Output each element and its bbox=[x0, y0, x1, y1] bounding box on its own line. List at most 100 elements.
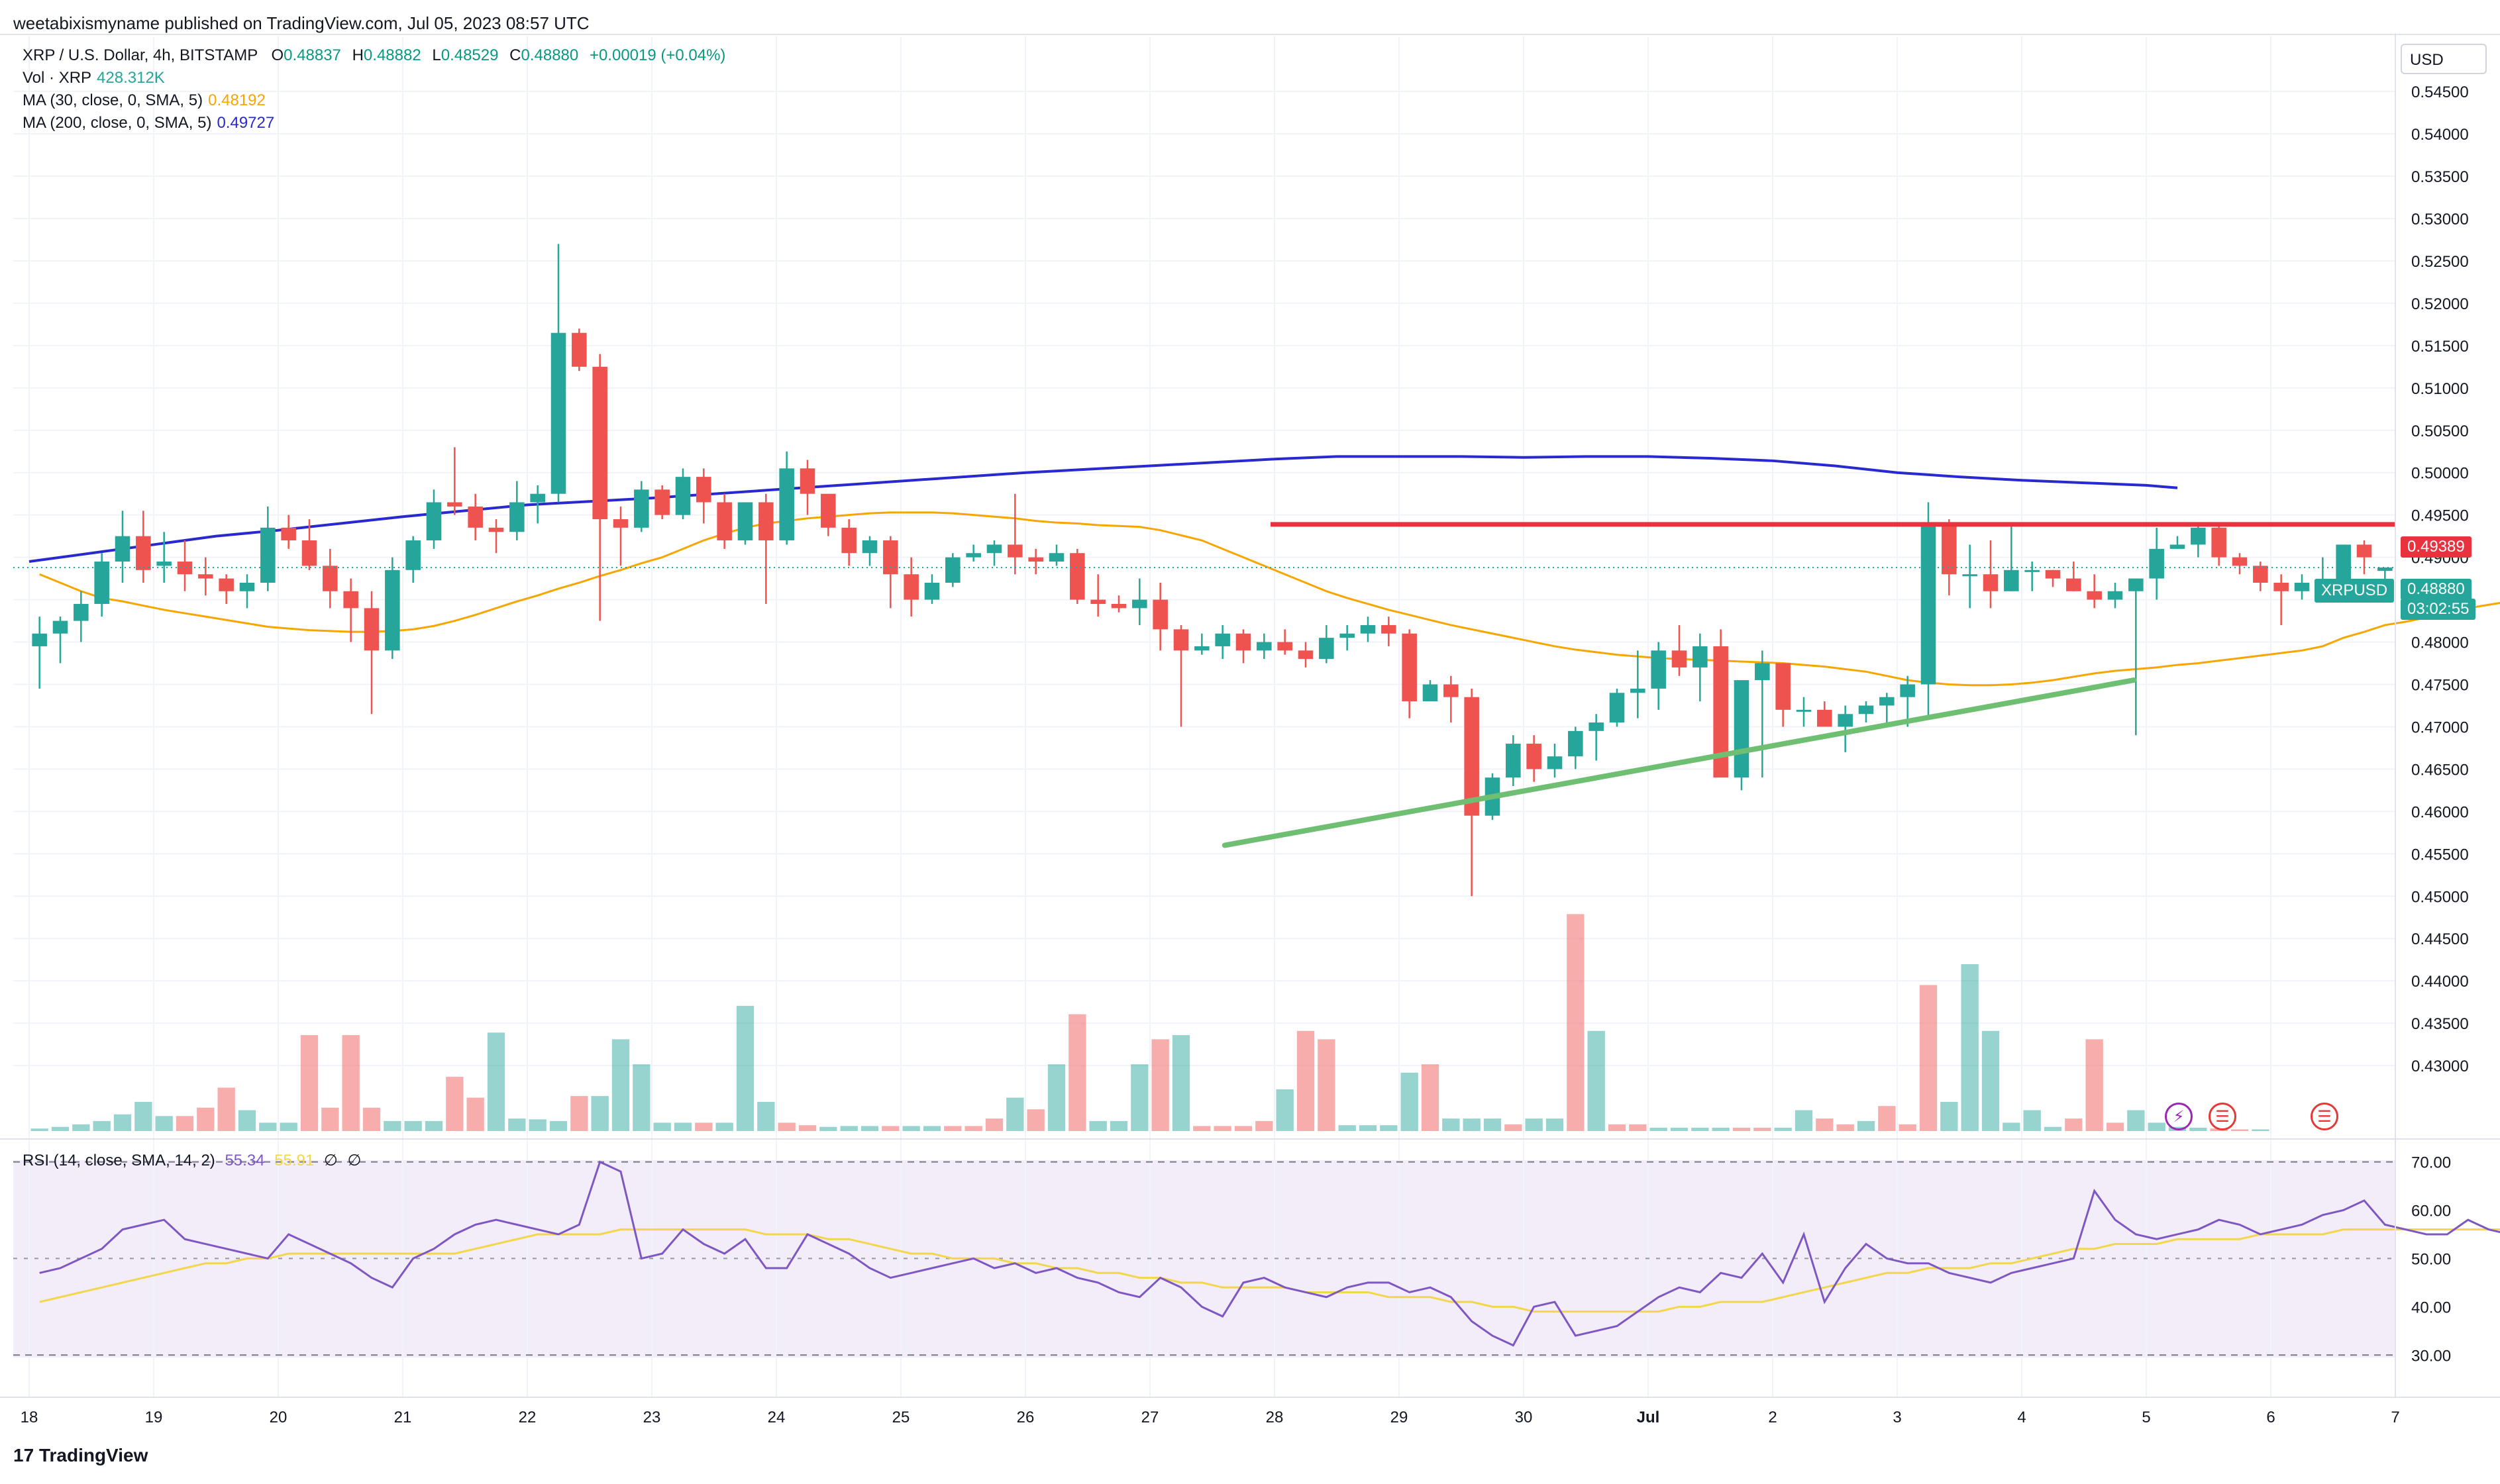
candle bbox=[281, 515, 296, 549]
candle bbox=[841, 519, 857, 566]
candle-body bbox=[945, 557, 961, 583]
candle-body bbox=[2004, 569, 2019, 591]
candle bbox=[2356, 540, 2372, 575]
volume-bar bbox=[217, 1087, 235, 1131]
volume-bar bbox=[778, 1122, 796, 1131]
logo-text: TradingView bbox=[38, 1445, 148, 1465]
volume-bar bbox=[1836, 1124, 1854, 1131]
candle bbox=[2149, 527, 2164, 600]
candle-body bbox=[2149, 548, 2164, 579]
volume-bar bbox=[1629, 1124, 1647, 1131]
candle bbox=[1111, 595, 1127, 613]
candle-body bbox=[1796, 709, 1812, 712]
tradingview-logo[interactable]: 17 TradingView bbox=[13, 1445, 148, 1466]
volume-bar bbox=[840, 1126, 858, 1131]
candle-body bbox=[1443, 684, 1459, 697]
candle-body bbox=[2045, 569, 2061, 579]
candle bbox=[239, 574, 255, 609]
candle-body bbox=[1547, 756, 1563, 769]
volume-bar bbox=[570, 1096, 588, 1131]
volume-bar bbox=[1047, 1064, 1066, 1131]
candle-body bbox=[32, 633, 47, 646]
time-tick-label: 3 bbox=[1893, 1409, 1901, 1426]
volume-bar bbox=[1567, 914, 1585, 1131]
candle bbox=[1858, 701, 1874, 723]
candle bbox=[1443, 675, 1459, 723]
volume-bar bbox=[404, 1120, 422, 1131]
candle-body bbox=[426, 502, 442, 541]
time-tick-label: 19 bbox=[145, 1409, 163, 1426]
candle-body bbox=[1049, 553, 1065, 562]
candle bbox=[52, 617, 68, 664]
rsi-ma-value: 55.91 bbox=[274, 1152, 315, 1169]
volume-bar bbox=[2127, 1110, 2145, 1131]
volume-bar bbox=[2189, 1127, 2207, 1131]
candle-body bbox=[1070, 553, 1085, 600]
candle bbox=[1693, 633, 1708, 702]
candle bbox=[1319, 624, 1334, 664]
candle-body bbox=[198, 574, 213, 579]
volume-bar bbox=[259, 1122, 277, 1131]
volume-bar bbox=[508, 1118, 526, 1131]
symbol-title: XRP / U.S. Dollar, 4h, BITSTAMP bbox=[23, 46, 258, 64]
candle-body bbox=[530, 493, 545, 503]
volume-bar bbox=[425, 1120, 443, 1131]
logo-mark-icon: 17 bbox=[13, 1445, 34, 1465]
volume-bar bbox=[1919, 985, 1938, 1131]
candle bbox=[1630, 650, 1645, 718]
candle-body bbox=[2356, 544, 2372, 558]
us-flag-icon[interactable]: ☰ bbox=[2209, 1103, 2236, 1130]
volume-bar bbox=[1276, 1089, 1294, 1131]
candle-body bbox=[1734, 680, 1749, 778]
volume-bar bbox=[51, 1126, 70, 1131]
candle-body bbox=[1962, 574, 1977, 577]
ohlc-high-label: H bbox=[352, 46, 364, 64]
candle-body bbox=[883, 540, 898, 575]
volume-bar bbox=[1006, 1097, 1024, 1131]
candle-body bbox=[696, 477, 711, 503]
candle bbox=[1589, 714, 1604, 761]
time-tick-label: 24 bbox=[768, 1409, 786, 1426]
support-trendline bbox=[1222, 677, 2137, 848]
time-tick-label: Jul bbox=[1637, 1409, 1660, 1426]
candle bbox=[572, 328, 587, 371]
candle-body bbox=[1920, 523, 1936, 685]
candle-body bbox=[613, 519, 629, 528]
time-tick-label: 29 bbox=[1390, 1409, 1408, 1426]
volume-bar bbox=[280, 1122, 297, 1131]
candle-body bbox=[634, 489, 649, 528]
lightning-icon[interactable]: ⚡ bbox=[2165, 1103, 2193, 1130]
candle-body bbox=[1589, 722, 1604, 731]
candle-body bbox=[1900, 684, 1915, 697]
ma200-label: MA (200, close, 0, SMA, 5) bbox=[23, 114, 212, 132]
candle-body bbox=[2377, 567, 2393, 571]
candle-body bbox=[1111, 603, 1127, 609]
candle-body bbox=[74, 603, 89, 621]
ma30-legend: MA (30, close, 0, SMA, 5) 0.48192 bbox=[23, 91, 266, 110]
volume-bar bbox=[134, 1101, 152, 1131]
candle-body bbox=[1008, 544, 1023, 558]
volume-bar bbox=[902, 1126, 920, 1131]
volume-bar bbox=[798, 1125, 817, 1131]
candle bbox=[1962, 544, 1977, 609]
volume-bar bbox=[1027, 1109, 1045, 1131]
currency-selector[interactable]: USD bbox=[2401, 44, 2487, 74]
ma200-line bbox=[28, 455, 2178, 564]
candle-body bbox=[94, 562, 109, 604]
volume-bar bbox=[1587, 1030, 1605, 1131]
volume-bar bbox=[653, 1122, 671, 1131]
volume-bar bbox=[1442, 1118, 1460, 1131]
candle bbox=[945, 553, 961, 587]
candle-body bbox=[1298, 650, 1314, 660]
candle bbox=[2004, 523, 2019, 591]
us-flag-icon-2[interactable]: ☰ bbox=[2311, 1103, 2338, 1130]
price-tick-label: 0.45000 bbox=[2411, 888, 2469, 906]
volume-bar bbox=[736, 1006, 755, 1131]
price-tick-label: 0.44000 bbox=[2411, 973, 2469, 991]
volume-bar bbox=[1670, 1127, 1689, 1131]
ma200-value: 0.49727 bbox=[217, 114, 275, 132]
countdown-tag: 03:02:55 bbox=[2401, 599, 2476, 620]
candle bbox=[654, 485, 670, 520]
